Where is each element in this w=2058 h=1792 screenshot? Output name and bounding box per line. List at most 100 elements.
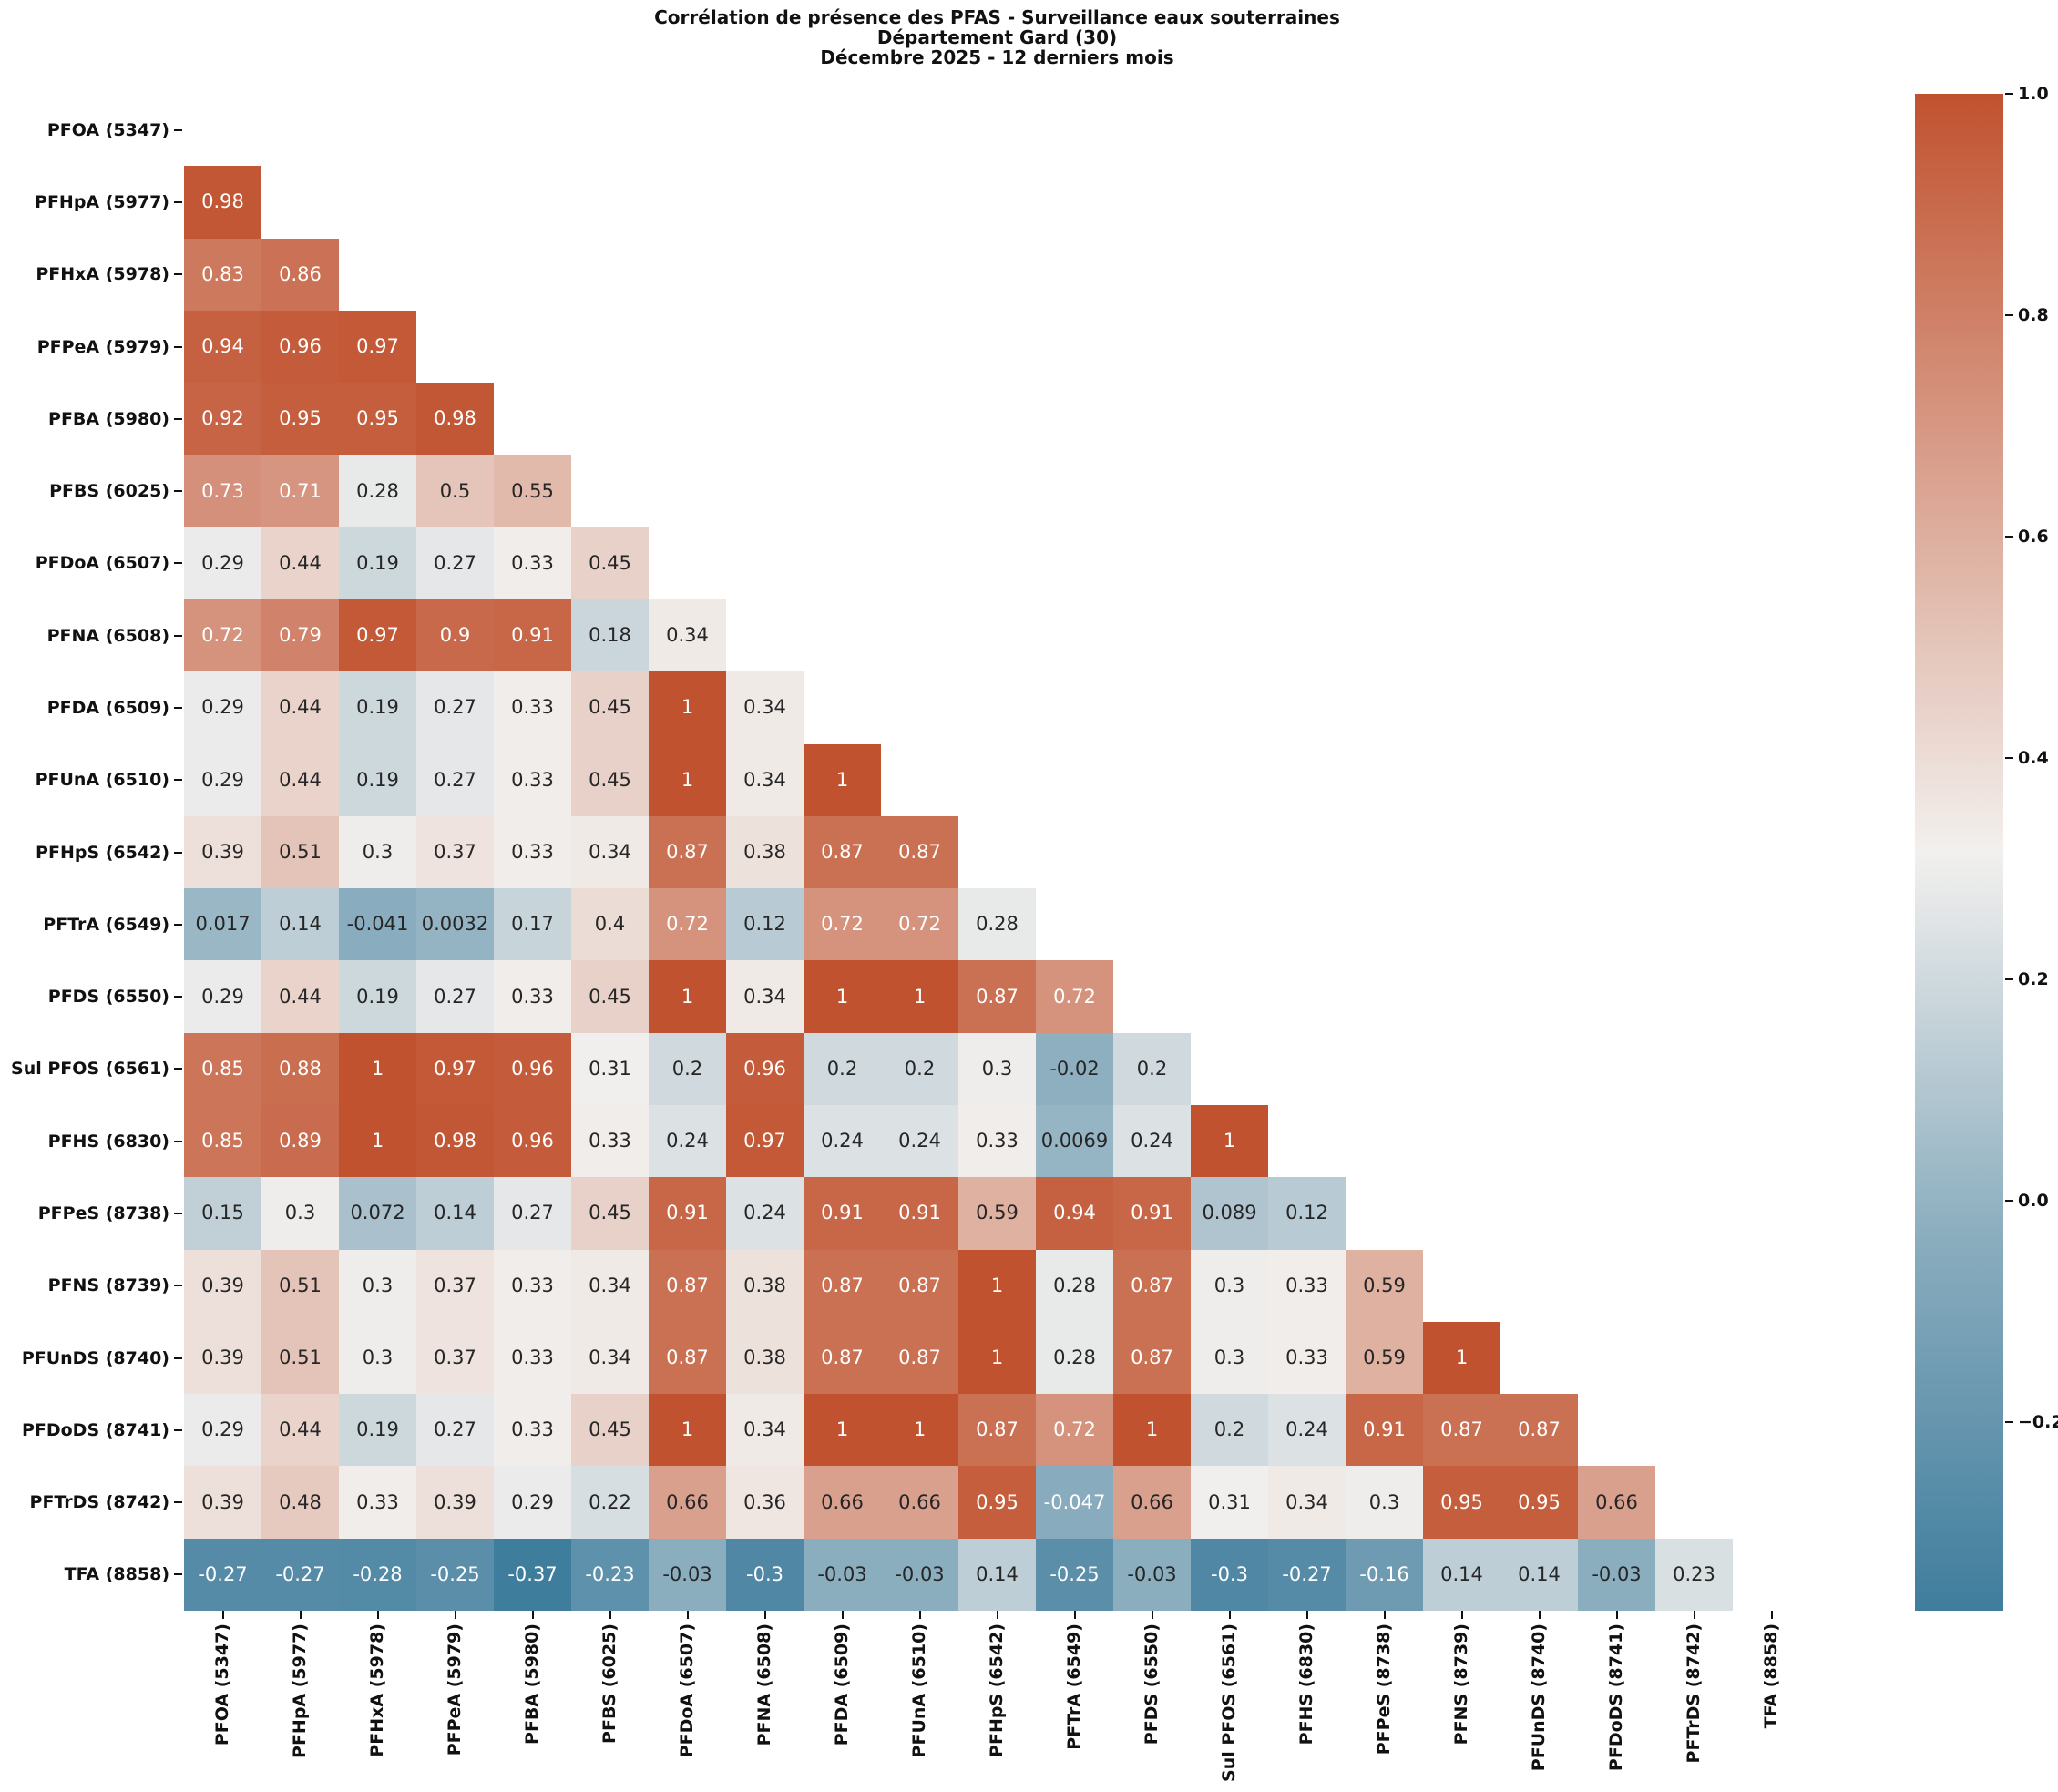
- heatmap-cell: 0.29: [184, 1394, 261, 1467]
- heatmap-cell: 0.19: [339, 743, 416, 816]
- heatmap-cell: 0.97: [339, 310, 416, 384]
- heatmap-cell: 0.36: [726, 1466, 804, 1539]
- col-label: PFBS (6025): [599, 1623, 619, 1744]
- heatmap-cell: 0.34: [571, 815, 649, 889]
- heatmap-cell: 0.29: [184, 527, 261, 599]
- row-label: PFNA (6508): [46, 625, 169, 646]
- colorbar-tick-label: −0.2: [2018, 1412, 2058, 1433]
- heatmap-cell: 0.33: [571, 1105, 649, 1178]
- heatmap-cell: 0.0069: [1036, 1105, 1113, 1178]
- chart-title-line3: Décembre 2025 - 12 derniers mois: [820, 46, 1174, 68]
- x-tick-mark: [918, 1611, 921, 1619]
- heatmap-cell: 0.94: [1036, 1177, 1113, 1250]
- heatmap-cell: 0.39: [184, 815, 261, 889]
- heatmap-cell: 0.39: [184, 1321, 261, 1395]
- colorbar-tick-label: 0.8: [2018, 305, 2049, 326]
- col-label: PFDoDS (8741): [1605, 1623, 1626, 1772]
- heatmap-cell: 0.95: [958, 1466, 1036, 1539]
- y-tick-mark: [174, 128, 182, 131]
- colorbar-tick-mark: [2005, 314, 2013, 317]
- heatmap-cell: 0.87: [804, 1321, 881, 1395]
- heatmap-cell: 0.44: [261, 527, 339, 599]
- heatmap-cell: -0.27: [184, 1538, 261, 1611]
- heatmap-cell: 0.12: [726, 888, 804, 961]
- row-label: PFUnA (6510): [35, 770, 169, 791]
- y-tick-mark: [174, 345, 182, 348]
- heatmap-cell: 0.0032: [416, 888, 494, 961]
- colorbar-tick-label: 0.6: [2018, 527, 2049, 548]
- heatmap-cell: 0.14: [261, 888, 339, 961]
- heatmap-cell: 0.3: [339, 1321, 416, 1395]
- heatmap-cell: 0.34: [726, 960, 804, 1033]
- colorbar-tick-label: 0.0: [2018, 1191, 2049, 1212]
- col-label: TFA (8858): [1760, 1623, 1781, 1729]
- y-tick-mark: [174, 634, 182, 637]
- heatmap-cell: 0.28: [958, 888, 1036, 961]
- heatmap-cell: 0.2: [1191, 1394, 1268, 1467]
- heatmap-cell: 0.27: [416, 1394, 494, 1467]
- heatmap-cell: 0.12: [1268, 1177, 1346, 1250]
- x-tick-mark: [841, 1611, 844, 1619]
- chart-title-line2: Département Gard (30): [876, 26, 1118, 48]
- heatmap-cell: 0.15: [184, 1177, 261, 1250]
- col-label: PFHxA (5978): [366, 1623, 387, 1757]
- heatmap-cell: 0.37: [416, 1249, 494, 1322]
- heatmap-cell: -0.27: [261, 1538, 339, 1611]
- col-label: PFPeS (8738): [1373, 1623, 1394, 1756]
- heatmap-cell: 0.33: [494, 960, 571, 1033]
- col-label: PFBA (5980): [521, 1623, 542, 1745]
- heatmap-cell: 0.072: [339, 1177, 416, 1250]
- heatmap-cell: 0.3: [1191, 1249, 1268, 1322]
- col-label: PFOA (5347): [211, 1623, 232, 1746]
- heatmap-cell: 0.86: [261, 238, 339, 311]
- heatmap-cell: 0.44: [261, 1394, 339, 1467]
- x-tick-mark: [1460, 1611, 1463, 1619]
- heatmap-cell: 0.24: [1113, 1105, 1191, 1178]
- col-label: PFTrA (6549): [1063, 1623, 1084, 1750]
- heatmap-cell: -0.28: [339, 1538, 416, 1611]
- y-tick-mark: [174, 562, 182, 565]
- heatmap-cell: 0.33: [494, 671, 571, 744]
- y-tick-mark: [174, 1357, 182, 1359]
- heatmap-cell: 0.96: [494, 1105, 571, 1178]
- colorbar-tick-mark: [2005, 1421, 2013, 1424]
- col-label: PFHS (6830): [1295, 1623, 1316, 1746]
- heatmap-cell: 0.59: [1346, 1249, 1423, 1322]
- heatmap-cell: 1: [1423, 1321, 1500, 1395]
- heatmap-cell: 0.5: [416, 455, 494, 527]
- x-tick-mark: [221, 1611, 224, 1619]
- heatmap-cell: 0.9: [416, 599, 494, 672]
- heatmap-cell: 0.2: [881, 1032, 958, 1105]
- heatmap-cell: 1: [649, 1394, 726, 1467]
- y-tick-mark: [174, 1501, 182, 1504]
- heatmap-cell: 0.92: [184, 383, 261, 456]
- heatmap-cell: 0.39: [184, 1466, 261, 1539]
- heatmap-cell: 0.89: [261, 1105, 339, 1178]
- heatmap-cell: 0.19: [339, 1394, 416, 1467]
- heatmap-cell: 1: [649, 671, 726, 744]
- x-tick-mark: [686, 1611, 689, 1619]
- colorbar-tick-label: 0.2: [2018, 969, 2049, 990]
- y-tick-mark: [174, 923, 182, 926]
- row-label: PFTrA (6549): [43, 914, 169, 935]
- heatmap-cell: -0.03: [804, 1538, 881, 1611]
- heatmap-cell: 0.3: [1191, 1321, 1268, 1395]
- x-tick-mark: [1073, 1611, 1076, 1619]
- heatmap-cell: 0.34: [726, 1394, 804, 1467]
- heatmap-cell: 0.27: [494, 1177, 571, 1250]
- heatmap-cell: 1: [881, 1394, 958, 1467]
- heatmap-cell: 0.87: [958, 960, 1036, 1033]
- colorbar-tick-mark: [2005, 536, 2013, 538]
- heatmap-cell: 0.87: [1113, 1321, 1191, 1395]
- heatmap-cell: 0.17: [494, 888, 571, 961]
- x-tick-mark: [1615, 1611, 1618, 1619]
- heatmap-cell: 0.27: [416, 743, 494, 816]
- heatmap-cell: 0.79: [261, 599, 339, 672]
- heatmap-cell: 0.87: [1500, 1394, 1578, 1467]
- heatmap-cell: 0.38: [726, 815, 804, 889]
- heatmap-cell: 0.95: [261, 383, 339, 456]
- y-tick-mark: [174, 1285, 182, 1287]
- heatmap-cell: -0.041: [339, 888, 416, 961]
- heatmap-cell: 0.72: [1036, 1394, 1113, 1467]
- heatmap-cell: 0.3: [261, 1177, 339, 1250]
